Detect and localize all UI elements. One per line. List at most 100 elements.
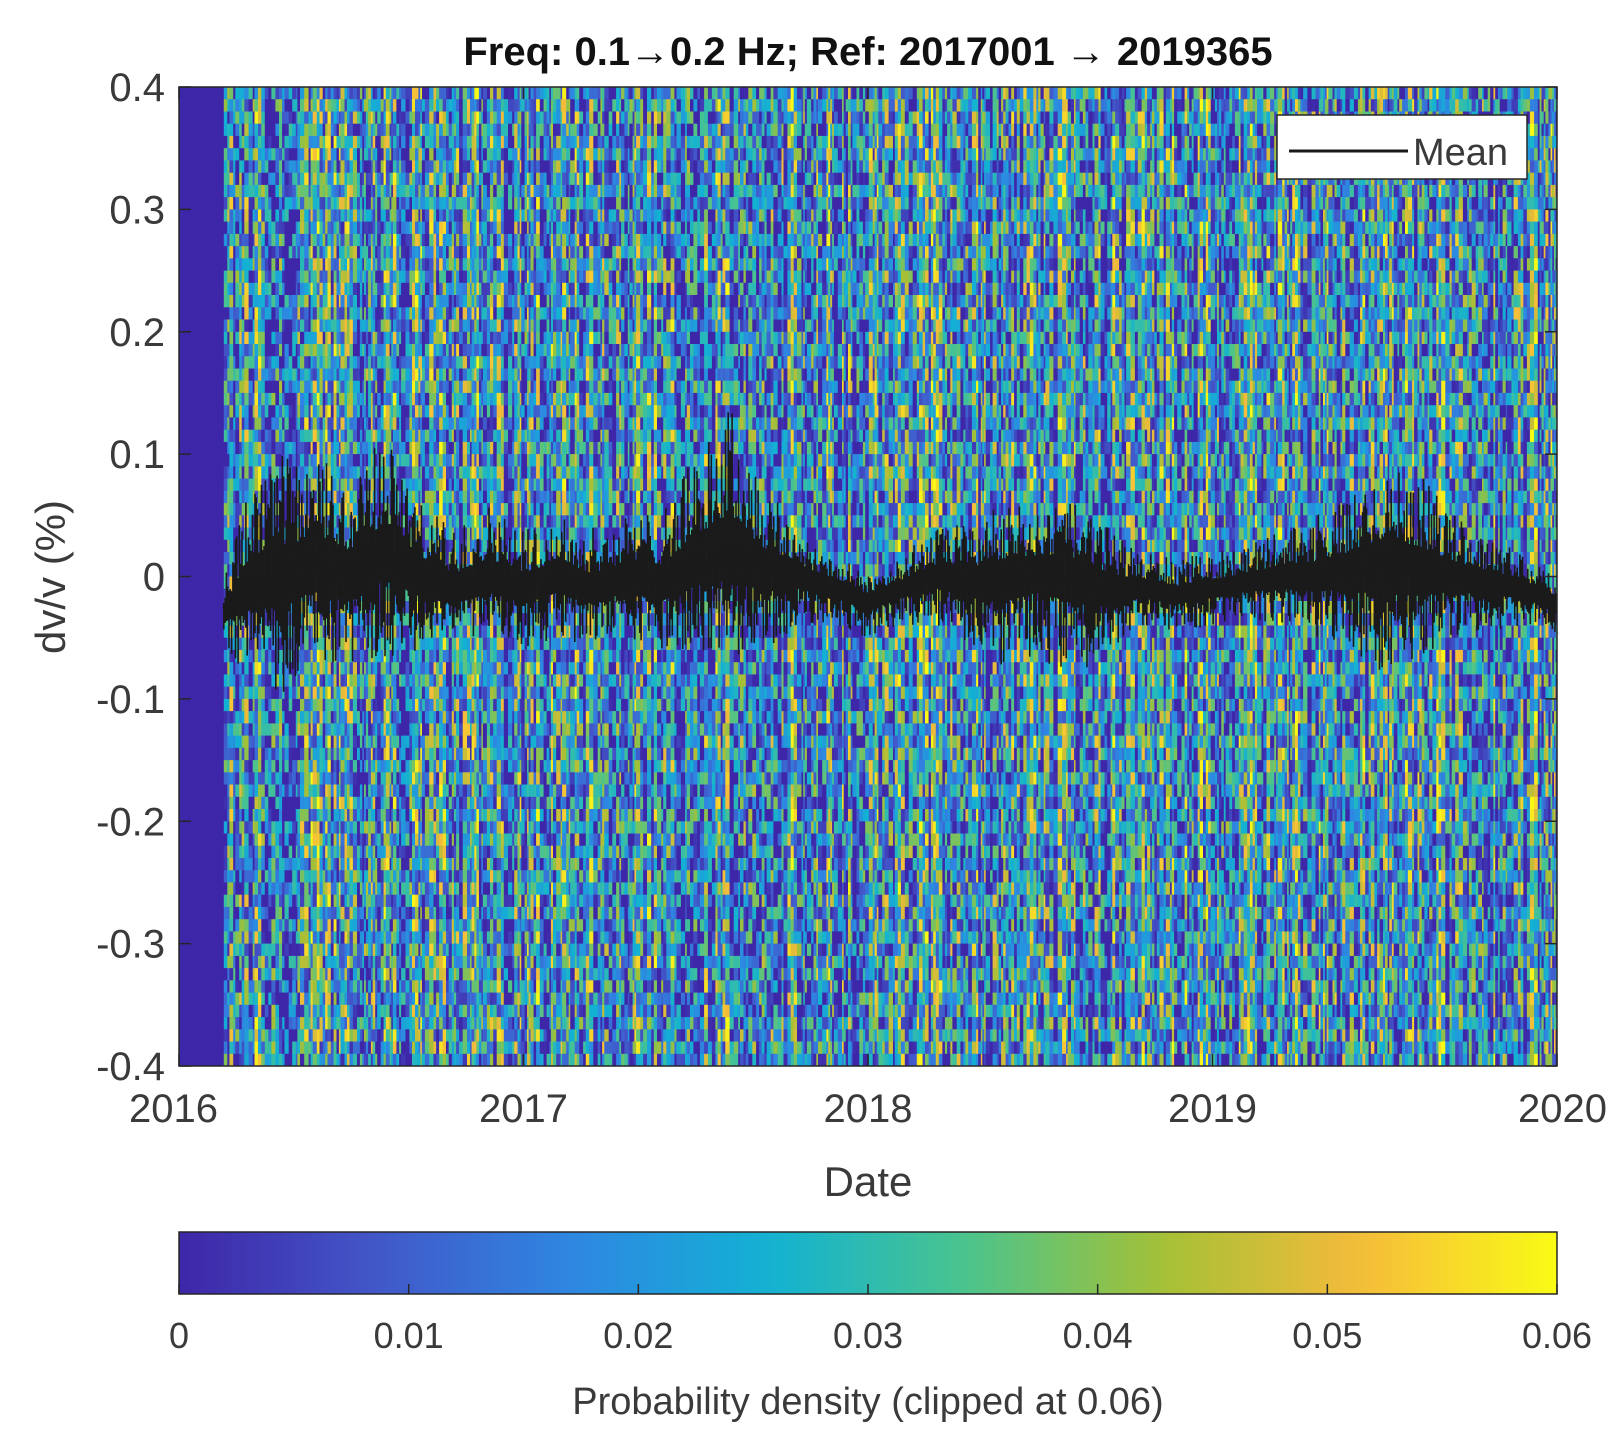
heatmap-cell — [224, 540, 228, 553]
heatmap-cell — [242, 674, 245, 687]
heatmap-cell — [224, 515, 228, 528]
heatmap-cell — [235, 662, 239, 675]
heatmap-cell — [244, 356, 249, 369]
heatmap-cell — [244, 417, 249, 430]
heatmap-cell — [224, 197, 228, 210]
heatmap-cell — [261, 834, 265, 847]
heatmap-cell — [242, 993, 245, 1006]
heatmap-cell — [265, 919, 269, 932]
heatmap-cell — [265, 931, 269, 944]
heatmap-cell — [258, 944, 262, 957]
heatmap-cell — [244, 393, 249, 406]
heatmap-cell — [249, 968, 253, 981]
heatmap-cell — [258, 258, 262, 271]
heatmap-cell — [242, 258, 245, 271]
heatmap-cell — [261, 1042, 265, 1055]
heatmap-cell — [229, 503, 233, 516]
heatmap-cell — [265, 662, 269, 675]
heatmap-cell — [255, 846, 259, 859]
heatmap-cell — [229, 454, 233, 467]
heatmap-cell — [229, 968, 233, 981]
heatmap-cell — [235, 993, 239, 1006]
heatmap-cell — [258, 222, 262, 235]
heatmap-cell — [244, 736, 249, 749]
heatmap-cell — [235, 882, 239, 895]
heatmap-cell — [255, 919, 259, 932]
heatmap-cell — [229, 785, 233, 798]
heatmap-cell — [235, 197, 239, 210]
heatmap-cell — [229, 87, 233, 100]
heatmap-cell — [229, 944, 233, 957]
heatmap-cell — [258, 919, 262, 932]
heatmap-cell — [258, 907, 262, 920]
heatmap-cell — [265, 454, 269, 467]
heatmap-cell — [258, 674, 262, 687]
heatmap-cell — [258, 124, 262, 137]
heatmap-cell — [224, 846, 228, 859]
heatmap-cell — [261, 295, 265, 308]
heatmap-cell — [258, 369, 262, 382]
heatmap-cell — [242, 1005, 245, 1018]
heatmap-cell — [224, 662, 228, 675]
heatmap-cell — [255, 417, 259, 430]
heatmap-cell — [261, 332, 265, 345]
heatmap-cell — [229, 405, 233, 418]
heatmap-cell — [255, 968, 259, 981]
heatmap-cell — [224, 148, 228, 161]
heatmap-cell — [235, 356, 239, 369]
heatmap-cell — [261, 209, 265, 222]
heatmap-cell — [265, 405, 269, 418]
heatmap-cell — [249, 1029, 253, 1042]
heatmap-cell — [265, 834, 269, 847]
heatmap-cell — [249, 405, 253, 418]
heatmap-cell — [258, 650, 262, 663]
heatmap-cell — [242, 895, 245, 908]
heatmap-cell — [249, 846, 253, 859]
heatmap-cell — [224, 956, 228, 969]
heatmap-cell — [249, 307, 253, 320]
heatmap-cell — [255, 882, 259, 895]
heatmap-cell — [229, 723, 233, 736]
heatmap-cell — [229, 1042, 233, 1055]
heatmap-cell — [249, 772, 253, 785]
heatmap-cell — [265, 307, 269, 320]
heatmap-cell — [229, 417, 233, 430]
heatmap-cell — [244, 466, 249, 479]
heatmap-cell — [261, 381, 265, 394]
heatmap-cell — [249, 258, 253, 271]
heatmap-cell — [249, 919, 253, 932]
heatmap-cell — [258, 344, 262, 357]
heatmap-cell — [224, 185, 228, 198]
heatmap-cell — [235, 834, 239, 847]
heatmap-cell — [261, 772, 265, 785]
heatmap-cell — [258, 173, 262, 186]
heatmap-cell — [242, 772, 245, 785]
heatmap-cell — [229, 797, 233, 810]
heatmap-cell — [249, 980, 253, 993]
heatmap-cell — [242, 430, 245, 443]
heatmap-cell — [242, 160, 245, 173]
heatmap-cell — [268, 258, 272, 271]
heatmap-cell — [224, 809, 228, 822]
heatmap-cell — [261, 393, 265, 406]
heatmap-cell — [229, 124, 233, 137]
heatmap-cell — [261, 760, 265, 773]
heatmap-cell — [255, 112, 259, 125]
heatmap-cell — [229, 528, 233, 541]
heatmap-cell — [224, 699, 228, 712]
heatmap-cell — [244, 1005, 249, 1018]
heatmap-cell — [235, 944, 239, 957]
heatmap-cell — [235, 271, 239, 284]
heatmap-cell — [268, 197, 272, 210]
heatmap-cell — [249, 417, 253, 430]
heatmap-cell — [249, 246, 253, 259]
heatmap-cell — [235, 381, 239, 394]
heatmap-cell — [265, 295, 269, 308]
heatmap-cell — [244, 870, 249, 883]
heatmap-cell — [242, 148, 245, 161]
heatmap-cell — [255, 895, 259, 908]
heatmap-cell — [249, 797, 253, 810]
heatmap-cell — [255, 956, 259, 969]
heatmap-cell — [242, 185, 245, 198]
heatmap-cell — [265, 723, 269, 736]
